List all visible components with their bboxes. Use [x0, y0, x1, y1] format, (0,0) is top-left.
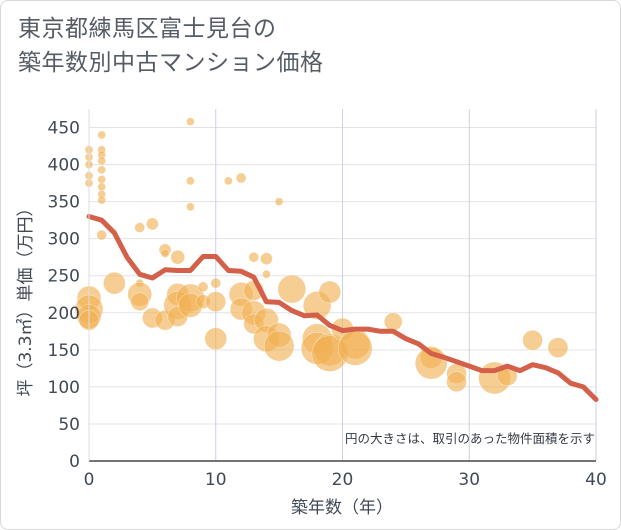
bubble-point-51 — [260, 252, 273, 265]
bubble-point-44 — [235, 172, 247, 184]
bubble-point-42 — [204, 327, 228, 351]
y-tick-label-0: 0 — [69, 452, 80, 472]
bubble-point-24 — [146, 217, 159, 231]
y-tick-label-8: 400 — [48, 156, 80, 176]
bubble-point-38 — [197, 281, 209, 293]
bubble-point-23 — [130, 292, 149, 311]
y-tick-label-9: 450 — [48, 119, 80, 139]
bubble-point-18 — [96, 229, 107, 241]
grid-lines — [89, 109, 597, 461]
chart-title-line-1: 東京都練馬区富士見台の — [18, 16, 277, 42]
y-tick-label-5: 250 — [48, 267, 80, 287]
bubble-point-68 — [383, 312, 403, 331]
y-axis-title: 坪（3.3㎡）単価（万円） — [16, 199, 36, 396]
chart-title-line-2: 築年数別中古マンション価格 — [18, 50, 324, 76]
bubble-point-14 — [97, 175, 106, 184]
bubble-point-58 — [277, 274, 307, 304]
chart-title: 東京都練馬区富士見台の 築年数別中古マンション価格 — [18, 12, 324, 80]
y-tick-label-4: 200 — [48, 304, 80, 324]
x-tick-label-0: 0 — [84, 470, 95, 490]
x-tick-label-2: 20 — [332, 470, 354, 490]
y-tick-label-7: 350 — [48, 193, 80, 213]
bubble-point-20 — [134, 222, 145, 233]
bubble-point-57 — [263, 330, 295, 362]
bubble-point-76 — [547, 337, 569, 358]
bubble-point-40 — [210, 277, 222, 289]
y-tick-label-2: 100 — [48, 378, 80, 398]
bubble-point-34 — [186, 176, 195, 186]
x-tick-label-3: 30 — [458, 470, 480, 490]
size-note: 円の大きさは、取引のあった物件面積を示す — [345, 431, 595, 446]
axes-layer — [88, 109, 596, 462]
bubble-point-19 — [103, 271, 126, 295]
bubble-point-17 — [97, 195, 106, 205]
x-tick-label-1: 10 — [205, 470, 227, 490]
y-tick-label-6: 300 — [48, 230, 80, 250]
bubble-point-43 — [224, 176, 233, 186]
trend-line-layer — [86, 214, 599, 402]
bubble-layer — [74, 117, 569, 395]
bubble-point-27 — [160, 249, 170, 258]
bubble-point-67 — [337, 331, 373, 366]
bubble-point-62 — [318, 280, 342, 304]
tick-labels: 0 50 100 150 200 250 300 350 400 450 0 10 20 30 40 — [48, 119, 607, 490]
bubble-point-12 — [97, 156, 106, 166]
bubble-point-33 — [186, 117, 195, 126]
bubble-point-41 — [205, 291, 227, 312]
bubble-point-47 — [248, 251, 260, 263]
x-axis-title: 築年数（年） — [291, 498, 393, 518]
bubble-point-13 — [97, 165, 106, 175]
bubble-point-29 — [170, 249, 186, 265]
bubble-point-75 — [522, 329, 543, 351]
bubble-point-35 — [186, 202, 195, 212]
y-tick-label-1: 50 — [58, 415, 80, 435]
bubble-point-72 — [446, 371, 467, 393]
bubble-point-52 — [262, 269, 271, 279]
bubble-point-9 — [97, 130, 106, 140]
y-tick-label-3: 150 — [48, 341, 80, 361]
x-tick-label-4: 40 — [585, 470, 607, 490]
bubble-point-15 — [97, 182, 106, 192]
average-price-line — [86, 214, 599, 402]
bubble-point-55 — [274, 197, 284, 206]
